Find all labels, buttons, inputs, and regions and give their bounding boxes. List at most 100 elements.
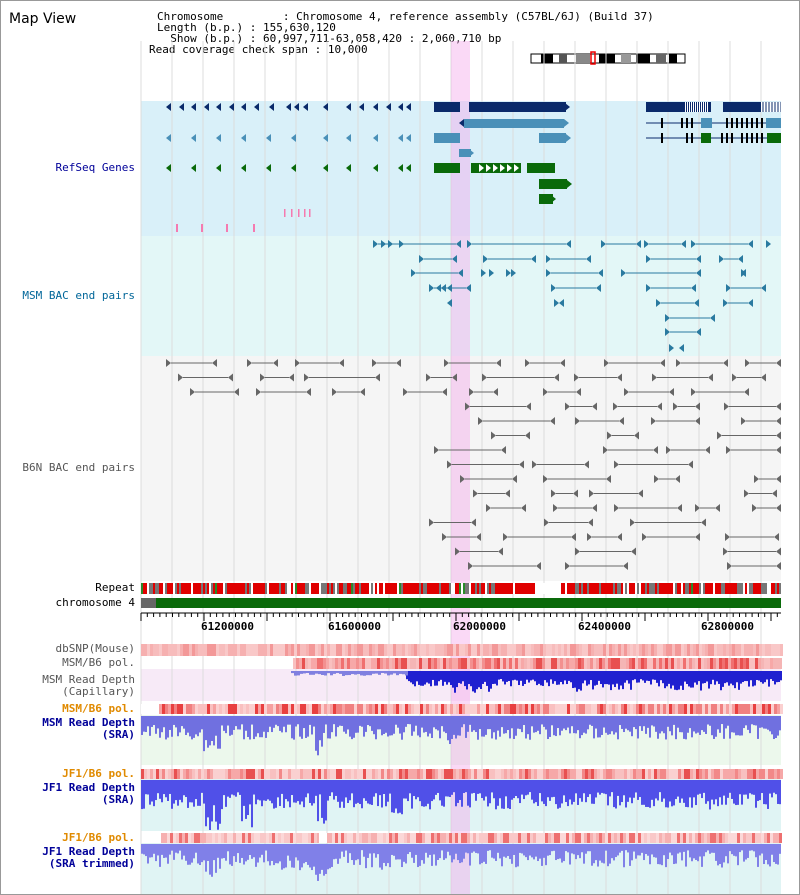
- depth-bar: [375, 780, 377, 794]
- heat-cell: [554, 833, 557, 843]
- gene-block: [469, 102, 566, 112]
- heat-cell: [473, 658, 476, 669]
- repeat-element: [243, 583, 245, 594]
- depth-bar: [349, 716, 351, 737]
- heat-cell: [383, 833, 386, 843]
- repeat-element: [375, 583, 377, 594]
- heat-cell: [624, 644, 627, 656]
- heat-cell: [150, 644, 153, 656]
- track-label-repeat[interactable]: Repeat: [95, 581, 135, 594]
- snp-mark: [304, 209, 306, 217]
- chromosome-ideogram[interactable]: [1, 1, 800, 71]
- heat-cell: [446, 658, 449, 669]
- depth-bar: [634, 671, 636, 680]
- depth-bar: [457, 844, 459, 861]
- heat-cell: [405, 769, 408, 779]
- show-value: 60,997,711-63,058,420 : 2,060,710 bp: [262, 32, 502, 45]
- depth-bar: [515, 716, 517, 736]
- heat-cell: [639, 644, 642, 656]
- heat-cell: [303, 644, 306, 656]
- heat-cell: [560, 833, 563, 843]
- heat-cell: [269, 833, 272, 843]
- depth-bar: [378, 671, 381, 675]
- heat-cell: [387, 769, 390, 779]
- depth-bar: [145, 716, 147, 733]
- feature-marker: [396, 359, 401, 367]
- heat-cell: [386, 658, 389, 669]
- track-label-msm-bac[interactable]: MSM BAC end pairs: [22, 289, 135, 302]
- depth-bar: [490, 671, 492, 689]
- depth-bar: [757, 716, 759, 739]
- feature-marker: [565, 402, 570, 411]
- feature-marker: [748, 299, 753, 307]
- depth-bar: [213, 780, 215, 806]
- depth-bar: [540, 671, 542, 686]
- repeat-element: [395, 583, 397, 594]
- repeat-element: [643, 583, 645, 594]
- heat-cell: [161, 833, 164, 843]
- depth-bar: [377, 780, 379, 807]
- gene-gap: [777, 102, 779, 112]
- track-label-msm-depth-sra[interactable]: MSM Read Depth (SRA): [42, 716, 135, 741]
- heat-cell: [627, 769, 630, 779]
- heat-cell: [525, 769, 528, 779]
- depth-bar: [367, 844, 369, 858]
- depth-bar: [591, 844, 593, 866]
- track-label-b6n-bac[interactable]: B6N BAC end pairs: [22, 461, 135, 474]
- repeat-element: [189, 583, 191, 594]
- heat-cell: [371, 658, 374, 669]
- heat-cell: [614, 658, 617, 669]
- depth-bar: [656, 671, 658, 683]
- depth-bar: [741, 780, 743, 805]
- heat-cell: [396, 644, 399, 656]
- depth-bar: [416, 671, 418, 682]
- heat-cell: [299, 658, 302, 669]
- feature-marker: [434, 446, 439, 454]
- heat-cell: [290, 833, 293, 843]
- depth-bar: [587, 844, 589, 852]
- depth-bar: [361, 844, 363, 851]
- depth-bar: [225, 844, 227, 861]
- feature-marker: [631, 547, 636, 556]
- depth-bar: [379, 716, 381, 730]
- depth-bar: [669, 844, 671, 853]
- track-label-jf1-depth-trim[interactable]: JF1 Read Depth (SRA trimmed): [42, 845, 135, 870]
- depth-bar: [578, 671, 580, 690]
- track-label-jf1-depth-sra[interactable]: JF1 Read Depth (SRA): [42, 781, 135, 806]
- heat-cell: [357, 769, 360, 779]
- track-label-msm-b6-pol-2[interactable]: MSM/B6 pol.: [62, 702, 135, 715]
- exon: [721, 133, 723, 143]
- repeat-element: [593, 583, 595, 594]
- depth-bar: [297, 844, 299, 861]
- repeat-element: [631, 583, 633, 594]
- heat-cell: [573, 644, 576, 656]
- feature-marker: [286, 103, 291, 111]
- heat-cell: [540, 644, 543, 656]
- heat-cell: [165, 644, 168, 656]
- repeat-element: [611, 583, 613, 594]
- heat-cell: [189, 704, 192, 714]
- depth-bar: [499, 780, 501, 799]
- track-label-jf1-b6-pol-2[interactable]: JF1/B6 pol.: [62, 831, 135, 844]
- repeat-element: [709, 583, 711, 594]
- feature-marker: [411, 269, 416, 277]
- depth-bar: [743, 844, 745, 862]
- track-label-msm-depth-cap[interactable]: MSM Read Depth (Capillary): [42, 673, 135, 698]
- depth-bar: [774, 671, 776, 685]
- track-label-refseq[interactable]: RefSeq Genes: [55, 161, 135, 174]
- track-label-jf1-b6-pol[interactable]: JF1/B6 pol.: [62, 767, 135, 780]
- depth-bar: [523, 844, 525, 856]
- track-label-dbsnp[interactable]: dbSNP(Mouse): [55, 642, 135, 655]
- feature-marker: [679, 344, 684, 352]
- depth-bar: [655, 844, 657, 858]
- depth-bar: [669, 780, 671, 802]
- heat-cell: [675, 704, 678, 714]
- track-label-msm-b6-pol[interactable]: MSM/B6 pol.: [62, 656, 135, 669]
- heat-cell: [726, 769, 729, 779]
- heat-cell: [285, 644, 288, 656]
- heat-cell: [564, 769, 567, 779]
- feature-marker: [471, 518, 476, 527]
- heat-cell: [501, 644, 504, 656]
- depth-bar: [259, 780, 261, 801]
